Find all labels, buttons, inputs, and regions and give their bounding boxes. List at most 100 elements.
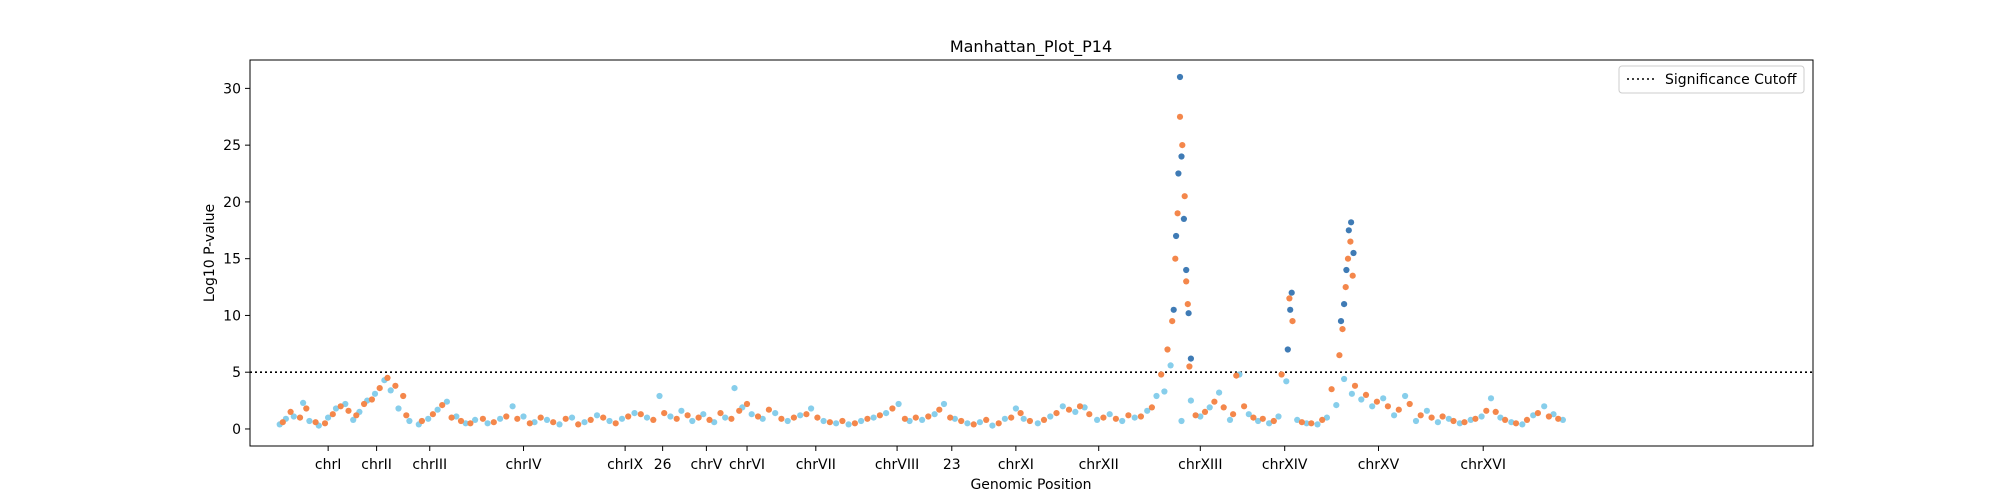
data-point [700, 411, 707, 418]
x-tick-label: 23 [943, 457, 961, 473]
x-tick-label: chrXII [1079, 457, 1119, 473]
data-point [1450, 417, 1457, 425]
data-point [1020, 415, 1027, 422]
x-axis-label: Genomic Position [970, 477, 1091, 493]
data-point [1417, 412, 1424, 419]
x-tick-label: chrXI [998, 457, 1034, 473]
data-point [748, 411, 755, 418]
data-point [537, 414, 544, 421]
data-point [931, 411, 938, 418]
data-point [371, 390, 379, 397]
data-point [689, 417, 696, 425]
data-point [684, 412, 691, 419]
legend-box [1618, 65, 1805, 94]
data-point [706, 416, 713, 423]
data-point [526, 420, 533, 427]
data-point [673, 415, 680, 422]
data-point [814, 414, 821, 421]
data-point [618, 415, 626, 422]
data-point [376, 385, 383, 392]
data-point [368, 396, 375, 403]
data-point [1439, 413, 1446, 420]
data-point [1512, 420, 1520, 427]
data-point [995, 420, 1002, 427]
x-tick-label: chrXVI [1460, 457, 1506, 473]
data-point [826, 419, 834, 426]
data-point [797, 412, 804, 419]
data-point [1012, 405, 1020, 412]
data-point [303, 405, 310, 412]
data-point [1406, 400, 1413, 408]
data-point [312, 419, 319, 426]
data-point [425, 415, 432, 422]
data-point [1144, 407, 1151, 414]
data-point [1181, 193, 1188, 200]
data-point [1059, 403, 1066, 410]
data-point [722, 414, 729, 421]
data-point [650, 416, 657, 423]
data-point [279, 419, 286, 426]
data-point [1158, 371, 1165, 378]
data-point [964, 420, 971, 427]
data-point [1076, 403, 1084, 410]
data-point [1259, 415, 1266, 422]
data-point [1328, 386, 1335, 393]
data-point [350, 416, 357, 423]
data-point [845, 421, 852, 428]
x-tick-label: chrXIII [1178, 457, 1222, 473]
data-point [1187, 397, 1194, 404]
data-point [1112, 415, 1119, 422]
data-point [711, 419, 718, 426]
data-point [1047, 413, 1054, 420]
data-point [325, 414, 332, 421]
data-point [562, 415, 569, 422]
data-point [1350, 249, 1357, 257]
data-point [1523, 416, 1531, 423]
data-point [1278, 371, 1285, 378]
data-point [490, 419, 497, 426]
data-point [876, 412, 884, 419]
y-tick-label: 25 [223, 138, 241, 154]
data-point [1040, 416, 1048, 423]
data-point [858, 417, 865, 425]
data-point [556, 421, 563, 428]
y-axis: 0 5 10 15 20 25 30 [223, 81, 250, 438]
data-point [1559, 416, 1566, 423]
data-point [940, 400, 948, 408]
data-point [353, 412, 360, 419]
data-point [1174, 210, 1181, 217]
data-point [434, 406, 441, 413]
data-point [759, 415, 766, 422]
data-point [778, 415, 785, 422]
data-point [1289, 318, 1296, 325]
data-point [820, 417, 827, 425]
data-point [1053, 410, 1060, 417]
data-point [1197, 413, 1204, 420]
data-point [1348, 219, 1355, 226]
data-point [321, 420, 329, 427]
data-point [514, 415, 521, 422]
x-tick-label: chrII [361, 457, 392, 473]
data-point [765, 406, 773, 413]
data-point [1337, 318, 1345, 325]
data-point [1187, 355, 1194, 362]
x-tick-label: chrV [690, 457, 722, 473]
data-point [661, 410, 668, 417]
y-tick-label: 10 [223, 308, 241, 324]
data-point [1555, 415, 1562, 422]
data-point [429, 411, 436, 418]
data-point [754, 413, 762, 420]
data-point [600, 414, 607, 421]
data-point [1341, 301, 1348, 308]
data-point [1216, 389, 1223, 396]
data-point [656, 392, 663, 400]
data-point [345, 407, 352, 414]
data-point [958, 417, 965, 425]
data-point [925, 413, 932, 420]
data-point [1478, 413, 1485, 420]
data-point [1026, 417, 1033, 425]
data-point [1065, 406, 1073, 413]
data-point [361, 400, 368, 408]
data-point [306, 417, 313, 425]
y-axis-label: Log10 P-value [202, 204, 218, 302]
